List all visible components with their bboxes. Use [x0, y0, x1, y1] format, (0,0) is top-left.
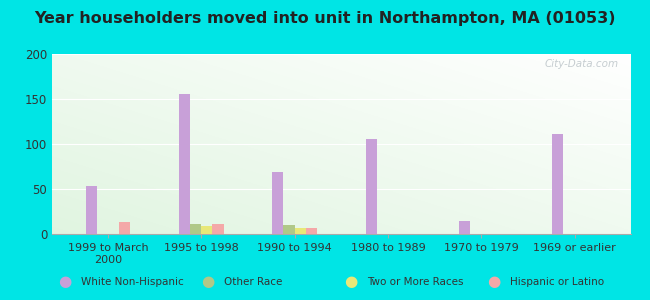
Text: ●: ●: [344, 274, 358, 290]
Bar: [459, 221, 470, 234]
Bar: [272, 172, 283, 234]
Text: Year householders moved into unit in Northampton, MA (01053): Year householders moved into unit in Nor…: [34, 11, 616, 26]
Text: Other Race: Other Race: [224, 277, 283, 287]
Bar: [552, 134, 564, 234]
Bar: [365, 139, 377, 234]
Bar: [119, 222, 131, 234]
Bar: [294, 228, 305, 234]
Bar: [283, 225, 294, 234]
Text: Hispanic or Latino: Hispanic or Latino: [510, 277, 604, 287]
Bar: [179, 94, 190, 234]
Bar: [190, 224, 202, 234]
Text: White Non-Hispanic: White Non-Hispanic: [81, 277, 184, 287]
Text: ●: ●: [202, 274, 214, 290]
Bar: [86, 186, 97, 234]
Bar: [202, 226, 213, 234]
Bar: [306, 228, 317, 234]
Text: Two or More Races: Two or More Races: [367, 277, 463, 287]
Bar: [213, 224, 224, 234]
Text: City-Data.com: City-Data.com: [545, 59, 619, 69]
Text: ●: ●: [488, 274, 500, 290]
Text: ●: ●: [58, 274, 72, 290]
